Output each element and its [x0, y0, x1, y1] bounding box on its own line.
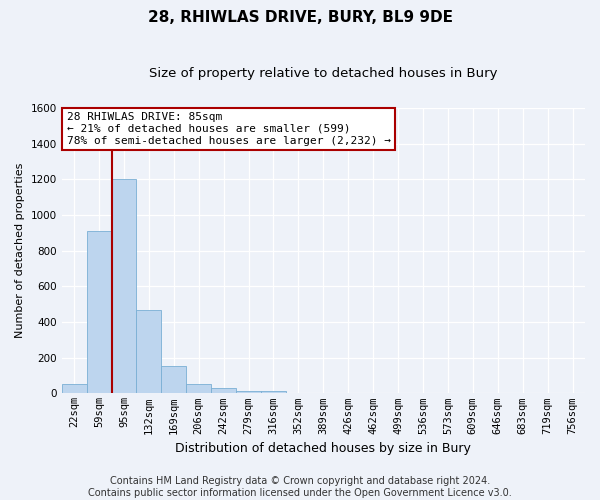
- Bar: [161, 366, 186, 394]
- Y-axis label: Number of detached properties: Number of detached properties: [15, 163, 25, 338]
- Text: 28 RHIWLAS DRIVE: 85sqm
← 21% of detached houses are smaller (599)
78% of semi-d: 28 RHIWLAS DRIVE: 85sqm ← 21% of detache…: [67, 112, 391, 146]
- Bar: [86, 231, 112, 394]
- Bar: [112, 180, 136, 394]
- Bar: [186, 384, 211, 394]
- Text: 28, RHIWLAS DRIVE, BURY, BL9 9DE: 28, RHIWLAS DRIVE, BURY, BL9 9DE: [148, 10, 452, 25]
- Bar: [136, 310, 161, 394]
- Bar: [62, 384, 86, 394]
- Bar: [236, 390, 261, 394]
- X-axis label: Distribution of detached houses by size in Bury: Distribution of detached houses by size …: [175, 442, 471, 455]
- Bar: [261, 390, 286, 394]
- Title: Size of property relative to detached houses in Bury: Size of property relative to detached ho…: [149, 68, 497, 80]
- Bar: [211, 388, 236, 394]
- Text: Contains HM Land Registry data © Crown copyright and database right 2024.
Contai: Contains HM Land Registry data © Crown c…: [88, 476, 512, 498]
